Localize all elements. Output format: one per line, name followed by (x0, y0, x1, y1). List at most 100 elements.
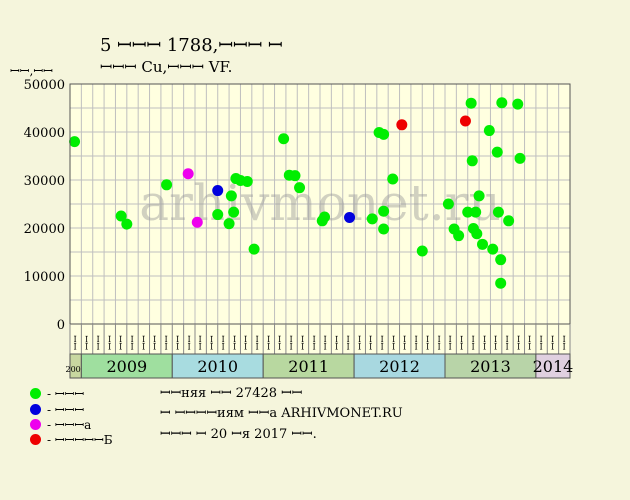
x-tick-label: ꟷꟷ (151, 335, 161, 350)
year-label: 2010 (197, 357, 238, 376)
legend-label: - ꟷꟷꟷꟷꟷБ (47, 433, 113, 447)
x-tick-label: ꟷꟷ (458, 335, 468, 350)
data-point (182, 168, 194, 180)
year-band (535, 353, 571, 379)
x-tick-label: ꟷꟷ (276, 335, 286, 350)
data-point (223, 218, 235, 230)
x-tick-label: ꟷꟷ (481, 335, 491, 350)
data-point (495, 254, 507, 266)
x-tick-label: ꟷꟷ (515, 335, 525, 350)
data-point (294, 182, 306, 194)
data-point (477, 238, 488, 250)
x-tick-label: ꟷꟷ (435, 335, 445, 350)
footnote-deals-count: ꟷꟷняя ꟷꟷ 27428 ꟷꟷ (160, 386, 303, 401)
data-point (228, 206, 240, 218)
legend-item-1: - ꟷꟷꟷ (30, 385, 84, 402)
x-tick-label: ꟷꟷ (129, 335, 139, 350)
data-point (344, 211, 356, 223)
y-tick-label: 20000 (24, 222, 65, 237)
data-point (225, 190, 237, 202)
x-tick-label: ꟷꟷ (219, 335, 229, 350)
x-tick-label: ꟷꟷ (94, 335, 104, 350)
legend-dot-red (30, 434, 41, 445)
data-point (396, 119, 408, 131)
x-tick-label: ꟷꟷ (424, 335, 434, 350)
x-tick-label: ꟷꟷ (538, 335, 548, 350)
data-point (492, 206, 504, 218)
legend-item-3: - ꟷꟷꟷa (30, 416, 91, 433)
data-point (473, 190, 485, 202)
legend-label: - ꟷꟷꟷ (47, 403, 85, 417)
x-tick-label: ꟷꟷ (288, 335, 298, 350)
x-tick-label: ꟷꟷ (492, 335, 502, 350)
x-tick-label: ꟷꟷ (401, 335, 411, 350)
legend-dot-blue (30, 404, 41, 415)
x-tick-label: ꟷꟷ (208, 335, 218, 350)
x-tick-label: ꟷꟷ (242, 335, 252, 350)
footnote-date: ꟷꟷꟷ ꟷ 20 ꟷя 2017 ꟷꟷ. (160, 427, 317, 442)
x-tick-label: ꟷꟷ (72, 335, 82, 350)
legend-dot-green (30, 388, 41, 399)
footnote-source: ꟷ ꟷꟷꟷꟷиям ꟷꟷa ARHIVMONET.RU (160, 406, 403, 421)
data-point (278, 133, 290, 145)
data-point (241, 175, 253, 187)
y-tick-label: 10000 (24, 270, 65, 285)
data-point (514, 152, 526, 164)
data-point (212, 185, 224, 197)
data-point (378, 128, 390, 140)
data-point (161, 179, 173, 191)
x-tick-label: ꟷꟷ (299, 335, 309, 350)
legend-item-4: - ꟷꟷꟷꟷꟷБ (30, 431, 113, 448)
data-point (495, 277, 507, 289)
data-point (378, 205, 390, 217)
data-point (248, 243, 260, 255)
legend-label: - ꟷꟷꟷ (47, 387, 85, 401)
legend-label: - ꟷꟷꟷa (47, 418, 92, 432)
year-band (80, 353, 173, 379)
data-point (289, 170, 301, 182)
data-point (491, 146, 503, 158)
x-tick-label: ꟷꟷ (560, 335, 570, 350)
year-band (444, 353, 537, 379)
x-tick-label: ꟷꟷ (390, 335, 400, 350)
x-tick-label: ꟷꟷ (549, 335, 559, 350)
data-point (466, 155, 478, 167)
data-point (212, 209, 224, 221)
x-tick-label: ꟷꟷ (254, 335, 264, 350)
data-point (115, 210, 127, 222)
x-tick-label: ꟷꟷ (322, 335, 332, 350)
data-point (487, 243, 499, 255)
x-tick-label: ꟷꟷ (231, 335, 241, 350)
x-tick-label: ꟷꟷ (106, 335, 116, 350)
x-tick-label: ꟷꟷ (356, 335, 366, 350)
data-point (366, 213, 378, 225)
year-label: 2014 (533, 357, 574, 376)
data-point (69, 136, 81, 148)
y-tick-label: 40000 (24, 126, 65, 141)
x-tick-label: ꟷꟷ (526, 335, 536, 350)
x-tick-label: ꟷꟷ (333, 335, 343, 350)
data-point (465, 97, 477, 109)
legend-dot-magenta (30, 419, 41, 430)
x-tick-label: ꟷꟷ (185, 335, 195, 350)
x-tick-label: ꟷꟷ (504, 335, 514, 350)
x-tick-label: ꟷꟷ (379, 335, 389, 350)
year-label: 2013 (470, 357, 511, 376)
data-point (512, 98, 524, 110)
chart-subtitle: ꟷꟷꟷ Cu,ꟷꟷꟷ VF. (100, 58, 233, 76)
year-band (262, 353, 355, 379)
year-band (353, 353, 446, 379)
data-point (496, 97, 508, 109)
data-point (453, 230, 465, 242)
x-tick-label: ꟷꟷ (413, 335, 423, 350)
data-point (387, 173, 399, 185)
x-tick-label: ꟷꟷ (344, 335, 354, 350)
y-tick-label: 30000 (24, 174, 65, 189)
data-point (319, 211, 331, 223)
y-tick-label: 50000 (24, 78, 65, 93)
year-label: 2009 (106, 357, 147, 376)
legend-item-2: - ꟷꟷꟷ (30, 401, 84, 418)
x-tick-label: ꟷꟷ (310, 335, 320, 350)
x-tick-label: ꟷꟷ (447, 335, 457, 350)
y-tick-label: 0 (57, 318, 65, 333)
